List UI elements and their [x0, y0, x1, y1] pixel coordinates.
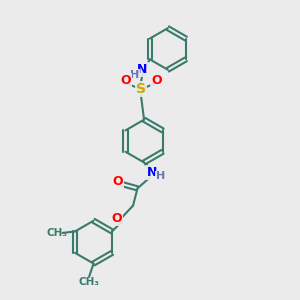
Text: N: N — [137, 63, 148, 76]
Text: H: H — [156, 172, 165, 182]
Text: S: S — [136, 82, 146, 96]
Text: CH₃: CH₃ — [79, 277, 100, 287]
Text: O: O — [112, 212, 122, 226]
Text: CH₃: CH₃ — [47, 228, 68, 238]
Text: O: O — [112, 175, 123, 188]
Text: O: O — [151, 74, 162, 87]
Text: O: O — [120, 74, 131, 87]
Text: N: N — [147, 167, 158, 179]
Text: H: H — [130, 70, 140, 80]
